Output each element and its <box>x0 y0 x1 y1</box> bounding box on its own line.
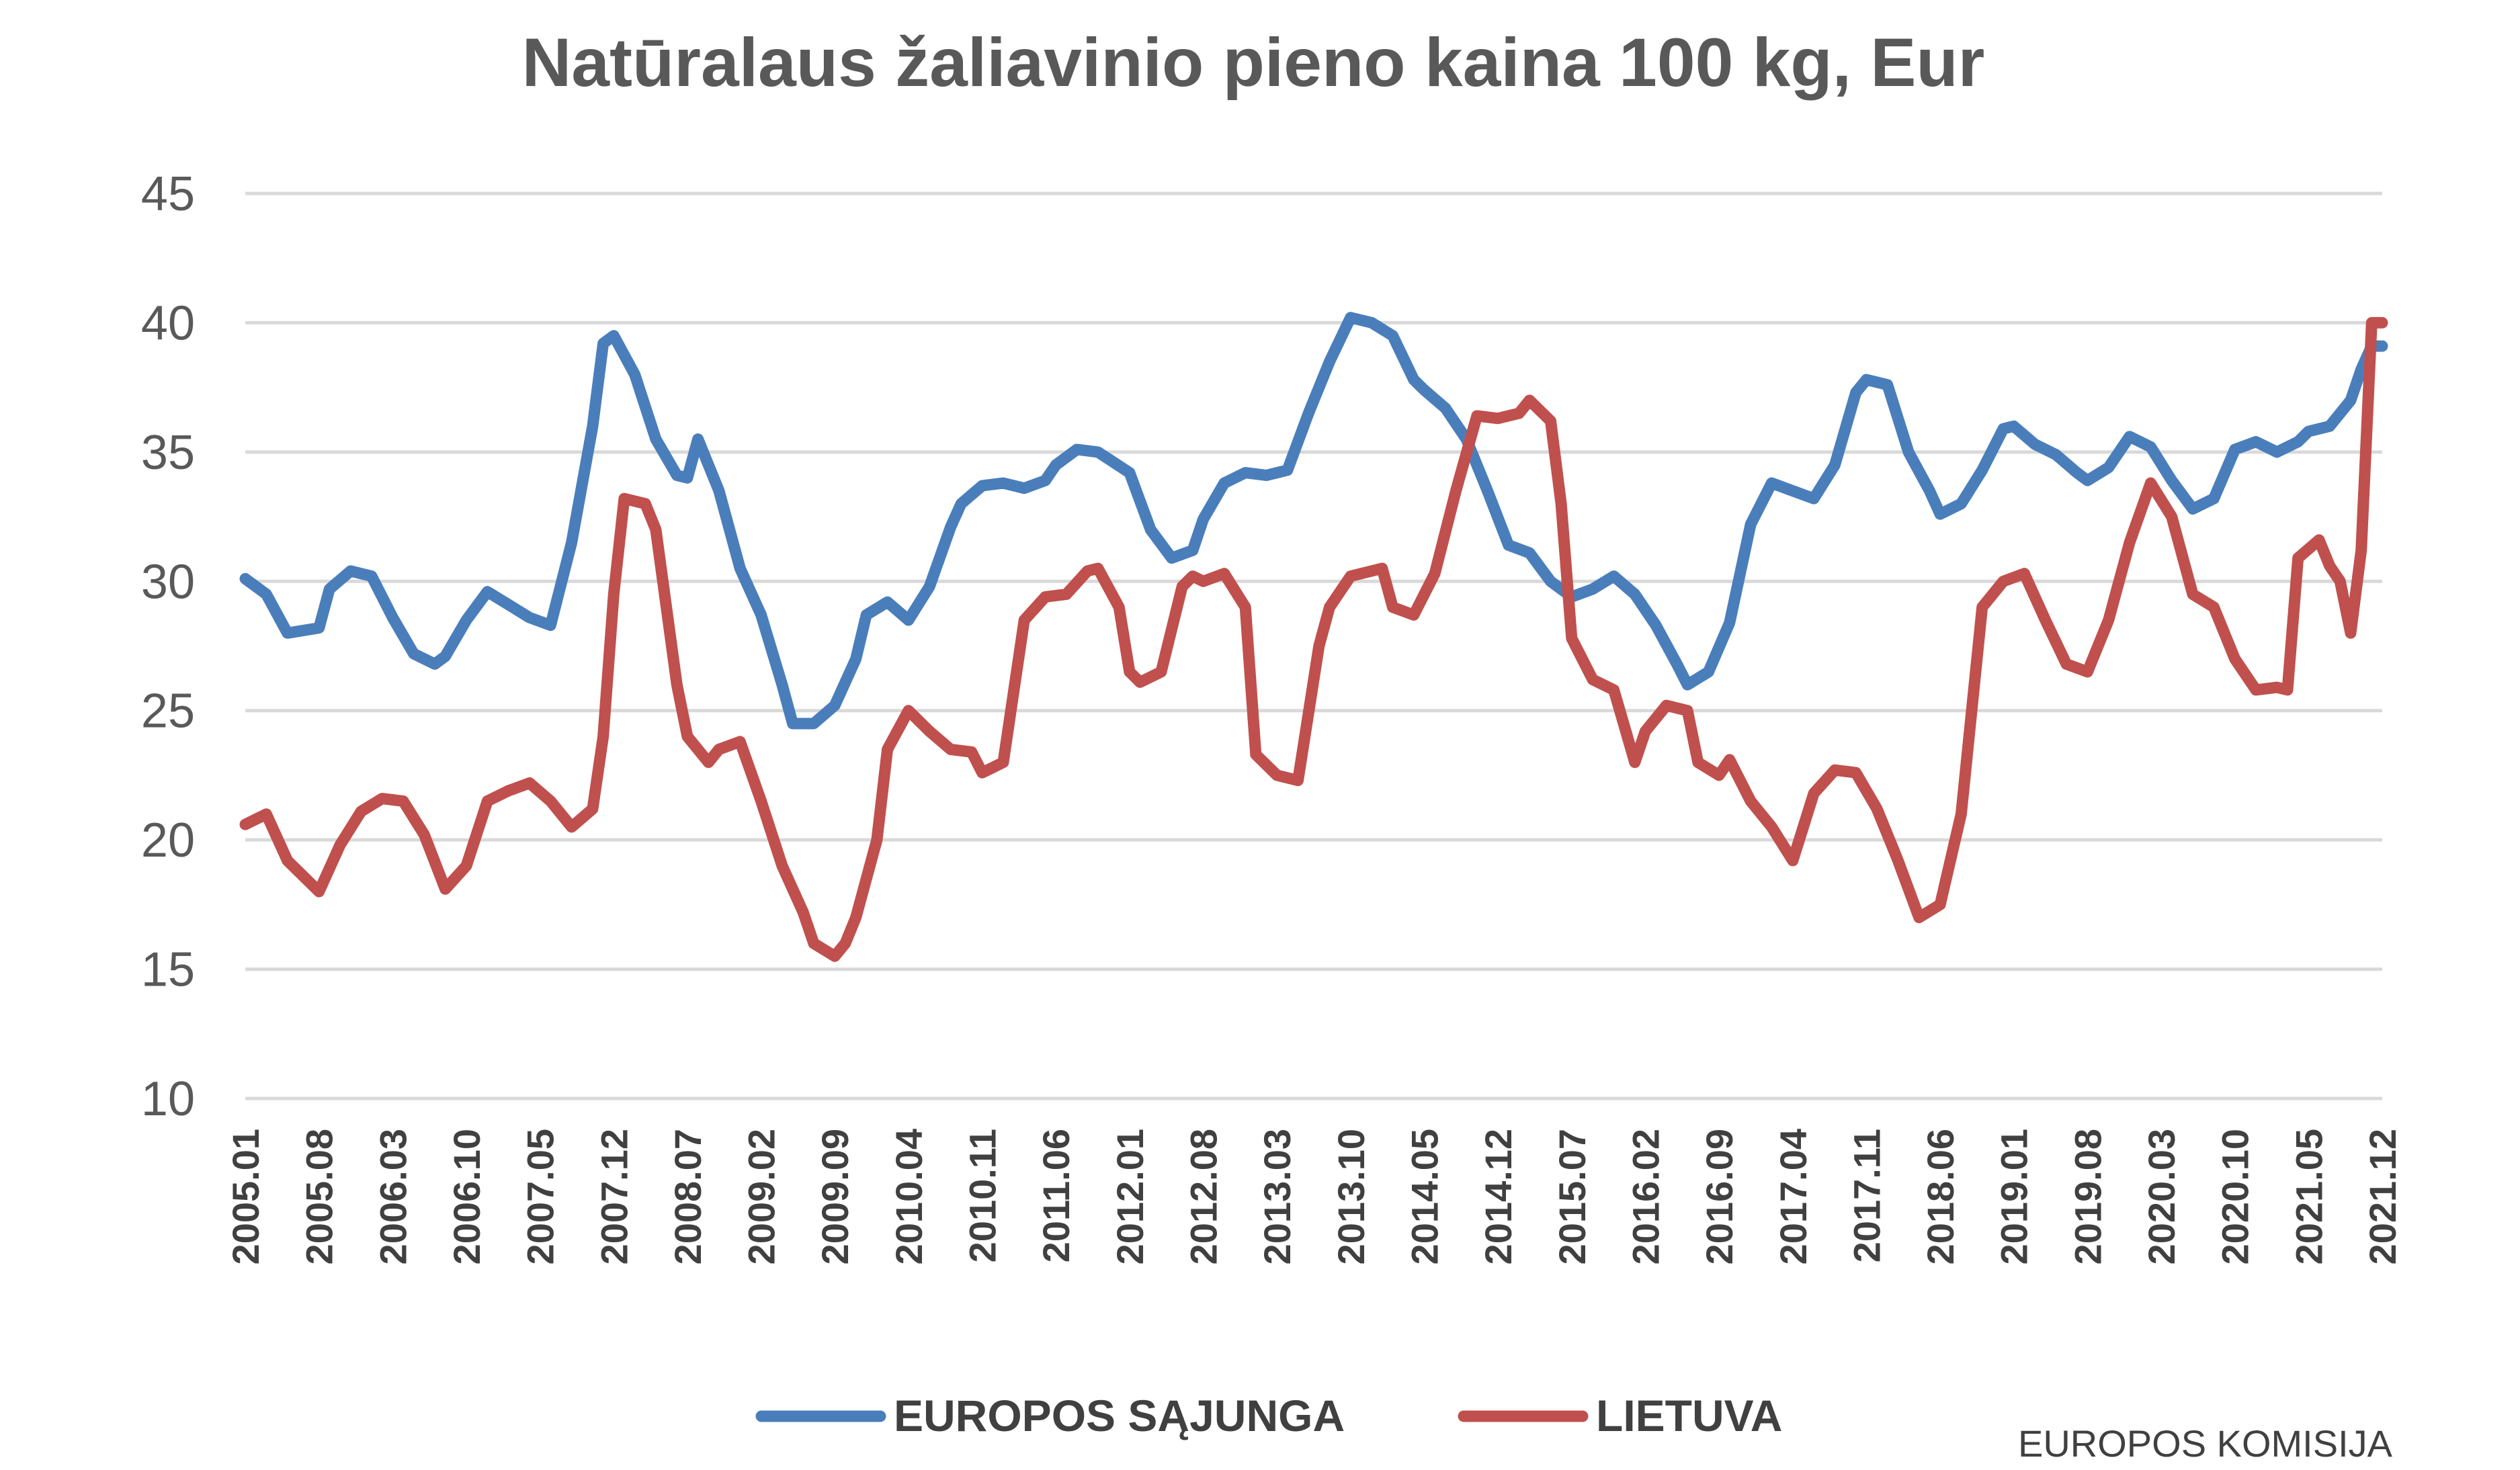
x-tick-label: 2009.02 <box>741 1129 783 1264</box>
legend-label: LIETUVA <box>1596 1391 1782 1440</box>
x-tick-label: 2019.01 <box>1993 1129 2035 1264</box>
source-label: EUROPOS KOMISIJA <box>2018 1422 2393 1465</box>
legend: EUROPOS SĄJUNGA LIETUVA <box>755 1391 1782 1440</box>
x-tick-label: 2018.06 <box>1919 1129 1962 1264</box>
x-tick-label: 2009.09 <box>814 1129 856 1264</box>
x-tick-label: 2017.04 <box>1772 1129 1814 1264</box>
x-tick-label: 2013.10 <box>1330 1129 1372 1264</box>
series-lines <box>239 312 2388 962</box>
x-tick-label: 2010.04 <box>888 1129 930 1264</box>
y-tick-label: 30 <box>141 555 195 609</box>
x-tick-label: 2020.03 <box>2140 1129 2183 1264</box>
x-tick-label: 2005.08 <box>298 1129 341 1264</box>
x-tick-label: 2021.05 <box>2287 1129 2330 1264</box>
x-tick-label: 2007.05 <box>519 1129 562 1264</box>
x-tick-label: 2012.01 <box>1109 1129 1151 1264</box>
x-tick-label: 2015.07 <box>1551 1129 1593 1264</box>
x-tick-label: 2014.12 <box>1477 1129 1519 1264</box>
x-tick-label: 2021.12 <box>2361 1129 2404 1264</box>
y-tick-label: 25 <box>141 685 195 738</box>
x-tick-label: 2014.05 <box>1403 1129 1445 1264</box>
x-tick-label: 2007.12 <box>593 1129 635 1264</box>
x-tick-label: 2016.02 <box>1624 1129 1667 1264</box>
x-tick-label: 2005.01 <box>224 1129 267 1264</box>
x-tick-label: 2010.11 <box>962 1129 1004 1262</box>
series-line-lietuva <box>239 316 2388 962</box>
y-tick-label: 45 <box>141 167 195 221</box>
chart-title: Natūralaus žaliavinio pieno kaina 100 kg… <box>522 24 1985 101</box>
y-tick-label: 20 <box>141 814 195 867</box>
x-tick-label: 2011.06 <box>1035 1129 1077 1262</box>
x-tick-label: 2008.07 <box>667 1129 709 1264</box>
x-tick-label: 2019.08 <box>2066 1129 2109 1264</box>
y-tick-label: 35 <box>141 426 195 480</box>
y-tick-label: 15 <box>141 943 195 997</box>
series-line-europos-sajunga <box>239 312 2388 730</box>
y-tick-label: 40 <box>141 296 195 350</box>
x-tick-label: 2020.10 <box>2214 1129 2257 1264</box>
x-tick-label: 2013.03 <box>1256 1129 1298 1264</box>
legend-label: EUROPOS SĄJUNGA <box>894 1391 1345 1440</box>
x-tick-label: 2017.11 <box>1845 1129 1888 1262</box>
x-tick-label: 2016.09 <box>1698 1129 1740 1264</box>
x-tick-label: 2006.03 <box>372 1129 414 1264</box>
x-tick-label: 2012.08 <box>1183 1129 1225 1264</box>
y-tick-label: 10 <box>141 1072 195 1126</box>
x-axis-tick-labels: 2005.01 2005.08 2006.03 2006.10 2007.05 2007.… <box>224 1129 2404 1264</box>
x-tick-label: 2006.10 <box>446 1129 488 1264</box>
y-axis-tick-labels: 10 15 20 25 30 35 40 45 <box>141 167 195 1126</box>
